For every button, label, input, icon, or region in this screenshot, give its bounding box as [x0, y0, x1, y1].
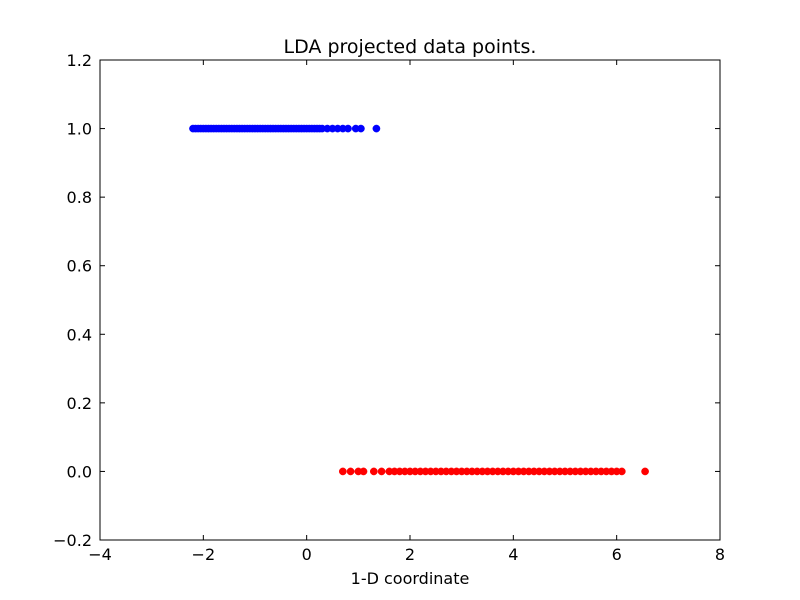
y-tick-label: 0.4 — [67, 325, 92, 344]
x-tick-label: 4 — [508, 545, 518, 564]
series-1 — [189, 124, 381, 133]
y-tick-label: 1.0 — [67, 120, 92, 139]
data-point — [617, 467, 626, 476]
x-tick-label: 6 — [612, 545, 622, 564]
data-point — [346, 467, 355, 476]
data-point — [641, 467, 649, 476]
series-2 — [338, 467, 649, 476]
chart-title: LDA projected data points. — [284, 36, 537, 58]
y-tick-label: 0.8 — [67, 188, 92, 207]
data-point — [344, 124, 352, 133]
y-tick-label: 0.0 — [67, 462, 92, 481]
x-tick-label: 2 — [405, 545, 415, 564]
data-point — [359, 467, 368, 476]
x-tick-label: 8 — [715, 545, 725, 564]
x-tick-label: 0 — [302, 545, 312, 564]
y-tick-label: 0.2 — [67, 394, 92, 413]
x-tick-label: −4 — [88, 545, 112, 564]
data-point — [357, 124, 365, 133]
points-layer — [189, 124, 649, 476]
y-tick-label: 0.6 — [67, 257, 92, 276]
data-point — [377, 467, 386, 476]
data-point — [369, 467, 378, 476]
ticks-layer: −4 −2 0 2 4 6 8 −0.2 0.0 0.2 0.4 0.6 0.8 1.0 1.2 — [53, 51, 725, 564]
x-axis-label: 1-D coordinate — [351, 569, 470, 588]
data-point — [338, 467, 347, 476]
data-point — [372, 124, 381, 133]
y-tick-label: 1.2 — [67, 51, 92, 70]
y-tick-label: −0.2 — [53, 531, 92, 550]
x-tick-label: −2 — [192, 545, 216, 564]
